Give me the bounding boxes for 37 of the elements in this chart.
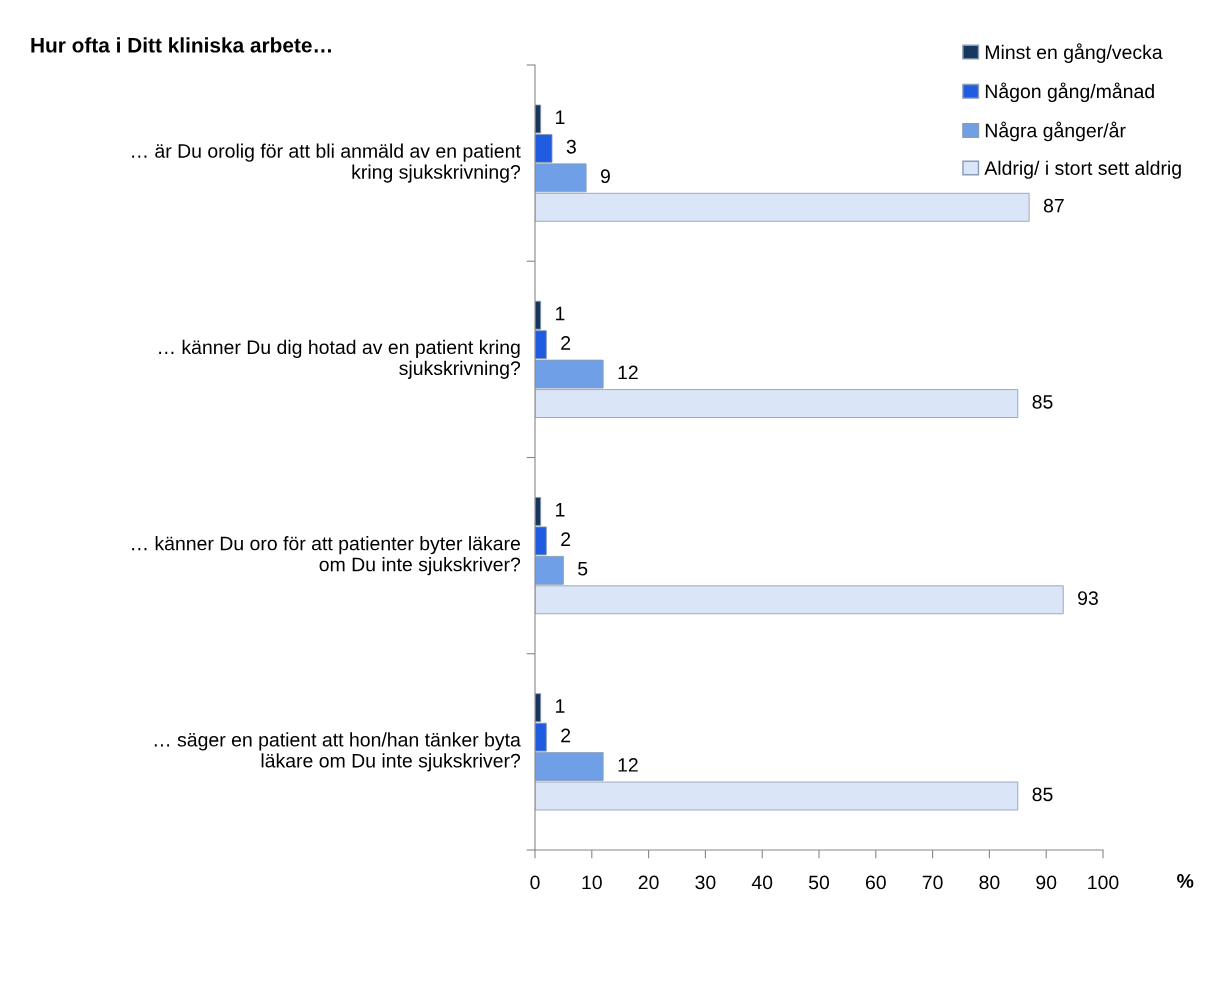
data-label: 1: [556, 306, 565, 321]
y-tick-label: … känner Du dig hotad av en patient kring sjukskrivning?: [159, 339, 521, 379]
y-tick-label: … är Du orolig för att bli anmäld av en patient kring sjukskrivning?: [132, 143, 521, 183]
data-label: 3: [566, 139, 576, 154]
data-label: 87: [1043, 198, 1064, 213]
x-tick-label: 40: [751, 875, 773, 890]
data-label: 93: [1078, 591, 1098, 605]
data-label: 1: [556, 699, 565, 713]
x-tick-label: 20: [638, 875, 659, 890]
x-tick-label: 30: [695, 875, 716, 890]
data-label: 2: [561, 336, 571, 350]
y-tick-label: … säger en patient att hon/han tänker byta läkare om Du inte sjukskriver?: [154, 732, 521, 772]
legend-label: Någon gång/månad: [985, 82, 1154, 103]
data-label: 1: [556, 110, 565, 124]
x-tick-label: 100: [1088, 875, 1119, 890]
data-label: 2: [561, 728, 571, 743]
legend-label: Några gånger/år: [985, 121, 1126, 142]
x-tick-label: 70: [922, 875, 943, 890]
data-label: 85: [1032, 394, 1053, 409]
x-tick-label: 60: [865, 875, 886, 890]
x-tick-label: 50: [808, 875, 830, 890]
data-label: 9: [600, 169, 610, 184]
data-label: 2: [561, 532, 571, 546]
data-label: 1: [556, 503, 565, 517]
x-tick-label: 90: [1036, 875, 1057, 890]
x-tick-label: 10: [582, 875, 602, 890]
legend-label: Minst en gång/vecka: [985, 43, 1163, 63]
data-label: 85: [1032, 787, 1053, 802]
x-axis-title: %: [1177, 874, 1194, 888]
data-label: 12: [618, 758, 638, 772]
text: Hur ofta i Ditt kliniska arbete…: [31, 37, 331, 53]
y-tick-label: … känner Du oro för att patienter byter läkare om Du inte sjukskriver?: [132, 536, 521, 576]
legend-label: Aldrig/ i stort sett aldrig: [984, 160, 1181, 179]
data-label: 12: [618, 365, 638, 380]
x-tick-label: 0: [530, 875, 540, 890]
x-tick-label: 80: [979, 875, 1000, 890]
data-label: 5: [578, 561, 588, 576]
